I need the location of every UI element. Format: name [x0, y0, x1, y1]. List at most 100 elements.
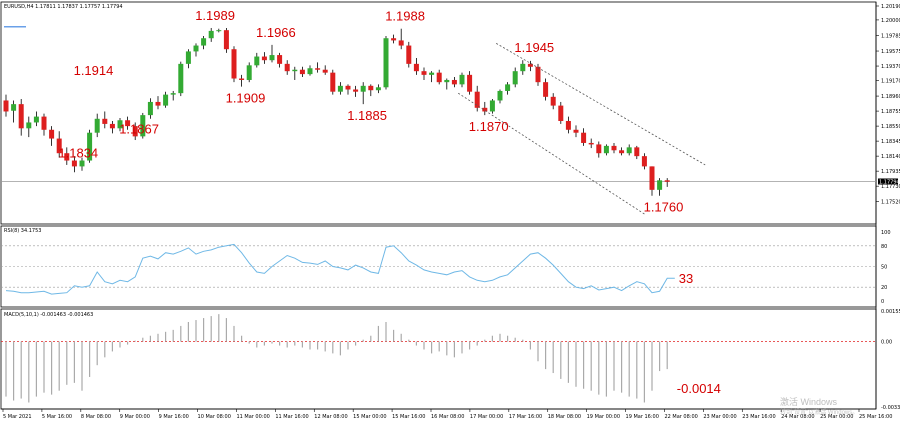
windows-watermark: 激活 Windows 转到"设置"以激活 Windows。	[780, 396, 858, 416]
bear-candle	[56, 138, 62, 154]
bull-candle	[33, 116, 39, 123]
bull-candle	[444, 79, 450, 83]
price-annotation: 1.1885	[347, 108, 387, 123]
bull-candle	[429, 72, 435, 75]
rsi-tick-label: 20	[881, 285, 887, 291]
bear-candle	[3, 100, 9, 112]
bull-candle	[512, 71, 518, 85]
time-tick-label: 11 Mar 16:00	[275, 414, 308, 420]
rsi-tick-label: 0	[881, 299, 884, 305]
price-tick-label: 1.20190	[881, 4, 900, 10]
time-tick-label: 5 Mar 16:00	[42, 414, 72, 420]
bear-candle	[155, 101, 161, 106]
bear-candle	[41, 116, 47, 130]
macd-header: MACD(5,10,1) -0.001463 -0.001463	[4, 312, 93, 318]
bull-candle	[292, 69, 298, 72]
bear-candle	[277, 55, 283, 64]
price-annotation: 1.1834	[58, 145, 98, 160]
time-tick-label: 15 Mar 00:00	[353, 414, 386, 420]
bull-candle	[269, 55, 275, 61]
bear-candle	[299, 69, 305, 75]
bull-candle	[208, 30, 214, 39]
time-tick-label: 23 Mar 16:00	[742, 414, 775, 420]
bear-candle	[18, 104, 24, 129]
bear-candle	[64, 153, 70, 161]
bull-candle	[163, 94, 169, 106]
one-click-trading-bar[interactable]	[4, 26, 26, 28]
bear-candle	[353, 89, 359, 92]
macd-panel[interactable]: MACD(5,10,1) -0.001463 -0.001463 -0.0014	[1, 312, 876, 403]
time-tick-label: 15 Mar 16:00	[392, 414, 425, 420]
bear-candle	[581, 132, 587, 143]
bear-candle	[330, 72, 336, 92]
bear-candle	[451, 79, 457, 85]
bear-candle	[527, 63, 533, 67]
bear-candle	[109, 123, 115, 129]
bear-candle	[421, 71, 427, 75]
bear-candle	[261, 56, 267, 61]
panel-frames	[0, 1, 877, 410]
bull-candle	[459, 74, 465, 85]
bear-candle	[49, 129, 55, 139]
price-tick-label: 1.18140	[881, 154, 900, 160]
time-tick-label: 24 Mar 08:00	[781, 414, 814, 420]
macd-tick-label: 0.001556	[881, 309, 900, 315]
bear-candle	[474, 91, 480, 108]
price-annotation: 1.1760	[644, 200, 684, 215]
bull-candle	[147, 101, 153, 116]
bull-candle	[337, 85, 343, 92]
macd-tick-label: 0.00	[881, 340, 892, 346]
price-annotation: 1.1966	[256, 25, 296, 40]
price-panel[interactable]: EURUSD,H4 1.17811 1.17837 1.17757 1.1779…	[1, 4, 900, 215]
rsi-tick-label: 80	[881, 244, 887, 250]
symbol-header: EURUSD,H4 1.17811 1.17837 1.17757 1.1779…	[4, 4, 123, 10]
bear-candle	[611, 145, 617, 151]
bear-candle	[413, 63, 419, 72]
bear-candle	[315, 68, 321, 70]
current-price-tag	[878, 178, 898, 185]
bull-candle	[307, 68, 313, 75]
bull-candle	[520, 63, 526, 72]
bear-candle	[596, 144, 602, 154]
bear-candle	[619, 150, 625, 154]
bull-candle	[170, 93, 176, 95]
time-tick-label: 22 Mar 08:00	[664, 414, 697, 420]
time-tick-label: 17 Mar 16:00	[509, 414, 542, 420]
bear-candle	[436, 72, 442, 83]
panel-border-0	[0, 1, 877, 225]
bull-candle	[603, 145, 609, 154]
bull-candle	[178, 63, 184, 94]
bear-candle	[406, 45, 412, 64]
bull-candle	[254, 56, 260, 66]
bear-candle	[125, 120, 131, 127]
bear-candle	[284, 63, 290, 72]
price-annotation: 1.1867	[119, 121, 159, 136]
bull-candle	[246, 65, 252, 80]
rsi-tick-label: 100	[881, 230, 891, 236]
bear-candle	[322, 69, 328, 73]
bear-candle	[634, 147, 640, 157]
price-tick-label: 1.19170	[881, 79, 900, 85]
channel-upper-line	[495, 43, 706, 166]
bull-candle	[626, 147, 632, 154]
bear-candle	[132, 126, 138, 137]
bull-candle	[383, 38, 389, 88]
bull-candle	[193, 45, 199, 52]
watermark-line1: 激活 Windows	[780, 396, 838, 407]
time-tick-label: 25 Mar 00:00	[820, 414, 853, 420]
bear-candle	[391, 38, 397, 41]
bull-candle	[87, 132, 93, 161]
price-tick-label: 1.18345	[881, 139, 900, 145]
price-annotation: 1.1945	[514, 40, 554, 55]
price-annotation: 1.1989	[195, 8, 235, 23]
bear-candle	[558, 105, 564, 121]
bear-candle	[535, 66, 541, 83]
time-tick-label: 9 Mar 00:00	[120, 414, 150, 420]
time-tick-label: 18 Mar 08:00	[548, 414, 581, 420]
bear-candle	[565, 120, 571, 130]
bull-candle	[26, 122, 32, 129]
rsi-panel[interactable]: RSI(8) 34.1753 33	[1, 228, 876, 295]
bear-candle	[588, 142, 594, 145]
time-tick-label: 25 Mar 16:00	[859, 414, 892, 420]
